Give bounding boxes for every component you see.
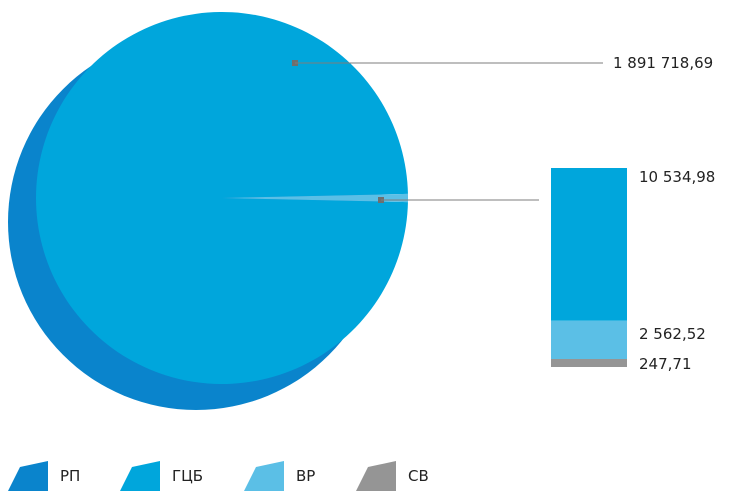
legend-swatch-rp — [8, 461, 48, 491]
legend-swatch-vr — [244, 461, 284, 491]
breakdown-bar — [551, 168, 627, 367]
legend-item-rp: РП — [8, 456, 80, 496]
data-label-bar-1: 2 562,52 — [639, 325, 706, 343]
legend-swatch-gcb — [120, 461, 160, 491]
pie-slice-rest — [222, 193, 408, 203]
legend-swatch-shape — [8, 461, 48, 491]
legend-label-rp: РП — [60, 467, 81, 485]
pie-slice-main — [36, 11, 408, 385]
legend-swatch-shape — [356, 461, 396, 491]
data-label-bar-2: 247,71 — [639, 355, 692, 373]
legend-label-sv: СВ — [408, 467, 429, 485]
legend-item-vr: ВР — [244, 456, 315, 496]
data-label-bar-0: 10 534,98 — [639, 168, 715, 186]
legend-label-gcb: ГЦБ — [172, 467, 204, 485]
bar-segment-2 — [551, 359, 627, 367]
pie-chart — [8, 11, 408, 410]
data-labels: 1 891 718,69 10 534,98 2 562,52 247,71 — [292, 54, 715, 373]
legend-swatch-shape — [244, 461, 284, 491]
legend: РП ГЦБ ВР СВ — [0, 456, 733, 496]
legend-swatch-sv — [356, 461, 396, 491]
legend-swatch-shape — [120, 461, 160, 491]
legend-item-sv: СВ — [356, 456, 429, 496]
bar-segment-1 — [551, 320, 627, 359]
chart-canvas: 1 891 718,69 10 534,98 2 562,52 247,71 — [8, 11, 715, 410]
legend-label-vr: ВР — [296, 467, 316, 485]
data-label-main: 1 891 718,69 — [613, 54, 713, 72]
legend-item-gcb: ГЦБ — [120, 456, 203, 496]
bar-segment-0 — [551, 168, 627, 321]
